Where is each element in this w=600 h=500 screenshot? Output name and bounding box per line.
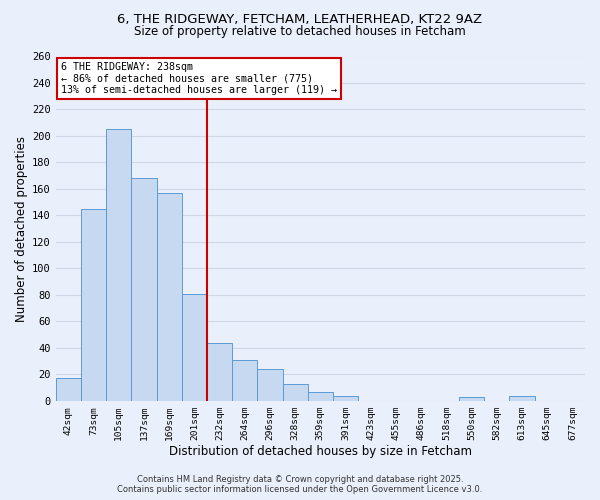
Y-axis label: Number of detached properties: Number of detached properties bbox=[15, 136, 28, 322]
Bar bbox=[257, 369, 283, 401]
Text: 6 THE RIDGEWAY: 238sqm
← 86% of detached houses are smaller (775)
13% of semi-de: 6 THE RIDGEWAY: 238sqm ← 86% of detached… bbox=[61, 62, 337, 95]
Text: 6, THE RIDGEWAY, FETCHAM, LEATHERHEAD, KT22 9AZ: 6, THE RIDGEWAY, FETCHAM, LEATHERHEAD, K… bbox=[118, 12, 482, 26]
Bar bbox=[509, 396, 535, 401]
Bar bbox=[283, 384, 308, 401]
Bar bbox=[232, 360, 257, 401]
Bar bbox=[81, 209, 106, 401]
Bar bbox=[157, 193, 182, 401]
Bar bbox=[56, 378, 81, 401]
Bar bbox=[459, 397, 484, 401]
Bar bbox=[106, 130, 131, 401]
Bar bbox=[333, 396, 358, 401]
Bar bbox=[131, 178, 157, 401]
X-axis label: Distribution of detached houses by size in Fetcham: Distribution of detached houses by size … bbox=[169, 444, 472, 458]
Bar bbox=[308, 392, 333, 401]
Bar bbox=[207, 342, 232, 401]
Text: Contains HM Land Registry data © Crown copyright and database right 2025.
Contai: Contains HM Land Registry data © Crown c… bbox=[118, 474, 482, 494]
Bar bbox=[182, 294, 207, 401]
Text: Size of property relative to detached houses in Fetcham: Size of property relative to detached ho… bbox=[134, 25, 466, 38]
